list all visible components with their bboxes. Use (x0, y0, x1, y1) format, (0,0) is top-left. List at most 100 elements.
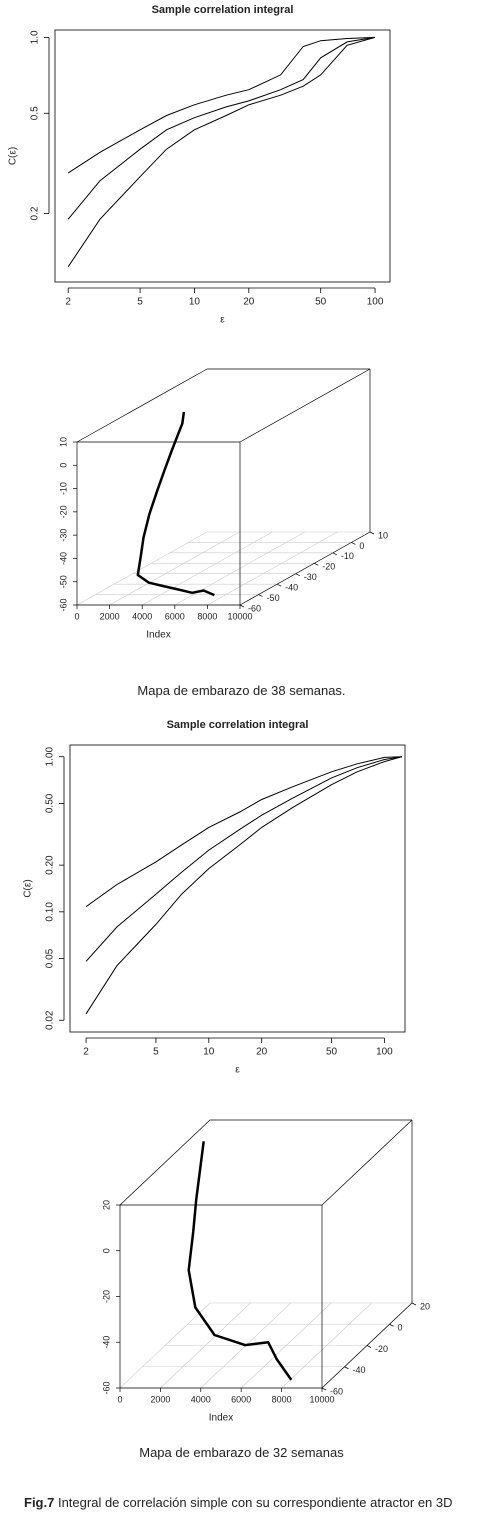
depth-tick-label: -60 (330, 1386, 343, 1396)
floor-grid-line (207, 531, 338, 606)
x-tick-label: 8000 (272, 1394, 292, 1404)
y-tick-label: 0.05 (45, 948, 56, 968)
box-edge (76, 368, 208, 443)
figure-label: Fig.7 (24, 1495, 55, 1510)
z-tick-label: -30 (58, 529, 68, 542)
x-tick-label: 20 (243, 297, 255, 308)
depth-tick (276, 583, 282, 587)
x-tick-label: 0 (74, 611, 79, 621)
depth-tick (239, 604, 245, 608)
x-tick-label: 0 (117, 1394, 122, 1404)
x-tick-label: 4000 (132, 611, 152, 621)
series-line (85, 756, 403, 1015)
depth-tick (351, 542, 356, 545)
floor-grid-line (142, 531, 273, 606)
x-axis-label: ε (235, 1065, 240, 1076)
x-tick-label: 10 (189, 297, 201, 308)
depth-tick (369, 531, 375, 535)
depth-tick-label: -20 (375, 1344, 388, 1354)
chart-title: Sample correlation integral (167, 719, 309, 731)
x-tick-label: 100 (376, 1047, 393, 1058)
series-line (67, 36, 376, 220)
x-axis-label: Index (146, 630, 170, 641)
y-axis-label: C(ε) (23, 879, 34, 897)
x-tick-label: 8000 (197, 611, 217, 621)
x-axis-label: Index (209, 1413, 233, 1424)
plot-frame (54, 29, 391, 283)
z-tick-label: -20 (101, 1290, 111, 1303)
y-tick-label: 0.02 (45, 1010, 56, 1030)
depth-tick (332, 552, 338, 556)
y-tick-label: 0.10 (45, 902, 56, 922)
attractor-trajectory (187, 1141, 293, 1381)
z-tick-label: -20 (58, 505, 68, 518)
x-tick-label: 5 (153, 1047, 159, 1058)
x-tick-label: 50 (315, 297, 327, 308)
depth-tick (366, 1345, 372, 1348)
x-tick-label: 10000 (227, 611, 252, 621)
y-tick-label: 0.50 (45, 793, 56, 813)
depth-tick (314, 562, 319, 566)
caption: Mapa de embarazo de 38 semanas. (137, 683, 346, 698)
depth-tick (344, 1366, 349, 1370)
z-tick-label: 0 (101, 1248, 111, 1253)
floor-grid-line (76, 531, 208, 606)
x-tick-label: 4000 (191, 1394, 211, 1404)
y-tick-label: 1.00 (45, 747, 56, 767)
figure-caption: Fig.7 Integral de correlación simple con… (24, 1494, 479, 1511)
depth-tick-label: -30 (304, 572, 317, 582)
z-tick-label: 0 (58, 463, 68, 468)
box-edge (321, 1119, 413, 1206)
y-tick-label: 0.5 (30, 106, 41, 120)
depth-tick-label: 20 (420, 1301, 430, 1311)
x-tick-label: 10 (203, 1047, 215, 1058)
depth-tick-label: -40 (353, 1365, 366, 1375)
depth-tick (258, 594, 263, 597)
z-tick-label: -40 (101, 1336, 111, 1349)
z-tick-label: 10 (58, 437, 68, 447)
caption: Mapa de embarazo de 32 semanas (139, 1445, 344, 1460)
x-tick-label: 20 (256, 1047, 268, 1058)
x-tick-label: 2 (65, 297, 71, 308)
x-axis-label: ε (220, 315, 225, 326)
y-tick-label: 0.2 (30, 206, 41, 220)
z-tick-label: -60 (101, 1381, 111, 1394)
x-tick-label: 50 (326, 1047, 338, 1058)
box-edge (119, 1119, 211, 1206)
depth-tick (389, 1323, 394, 1327)
series-line (67, 36, 376, 267)
plot-frame (69, 744, 406, 1033)
floor-grid-line (109, 531, 240, 606)
depth-tick-label: -50 (267, 593, 280, 603)
box-edge (239, 368, 371, 443)
series-line (85, 756, 403, 908)
depth-tick (295, 573, 300, 577)
x-tick-label: 10000 (309, 1394, 334, 1404)
y-tick-label: 0.20 (45, 855, 56, 875)
depth-tick (411, 1302, 417, 1306)
x-tick-label: 2 (83, 1047, 89, 1058)
y-tick-label: 1.0 (30, 30, 41, 44)
depth-tick-label: -60 (248, 603, 261, 613)
z-tick-label: -40 (58, 552, 68, 565)
depth-tick (321, 1387, 327, 1391)
depth-tick-label: -40 (285, 583, 298, 593)
attractor-trajectory (136, 411, 215, 597)
depth-tick-label: 0 (398, 1323, 403, 1333)
depth-tick-label: 10 (378, 530, 388, 540)
series-line (67, 36, 376, 174)
series-line (85, 756, 403, 962)
z-tick-label: -50 (58, 575, 68, 588)
depth-tick-label: 0 (359, 541, 364, 551)
x-tick-label: 2000 (100, 611, 120, 621)
x-tick-label: 2000 (150, 1394, 170, 1404)
x-tick-label: 6000 (165, 611, 185, 621)
x-tick-label: 100 (367, 297, 384, 308)
figure-text: Integral de correlación simple con su co… (57, 1495, 453, 1510)
depth-tick-label: -10 (341, 551, 354, 561)
chart-title: Sample correlation integral (152, 4, 294, 16)
depth-tick-label: -20 (322, 562, 335, 572)
z-tick-label: -60 (58, 598, 68, 611)
